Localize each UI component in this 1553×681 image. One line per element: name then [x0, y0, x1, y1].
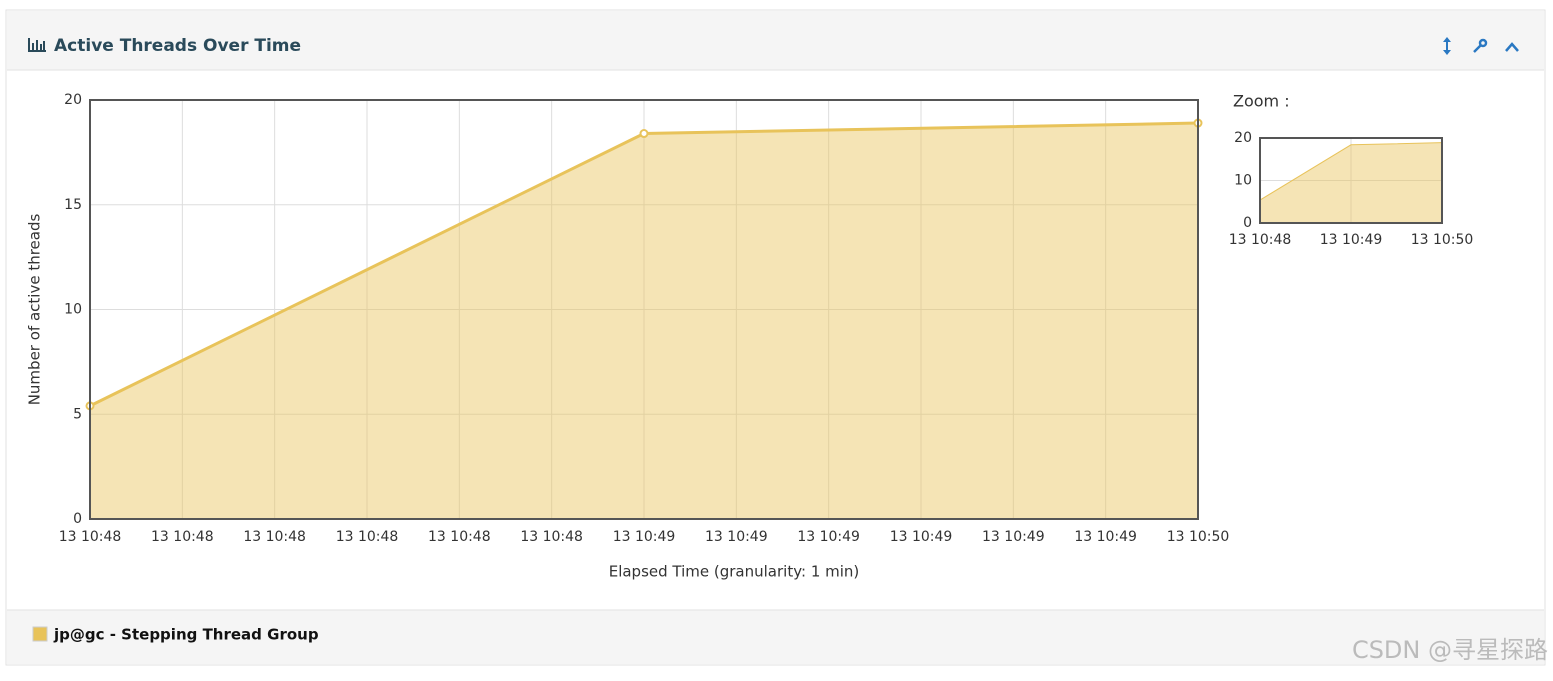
x-tick-label: 13 10:50: [1167, 529, 1230, 545]
x-tick-label: 13 10:48: [59, 529, 122, 545]
x-tick-label: 13 10:49: [613, 529, 676, 545]
x-tick-label: 13 10:50: [1411, 232, 1474, 248]
x-tick-label: 13 10:48: [520, 529, 583, 545]
legend-band: [7, 610, 1544, 664]
zoom-title: Zoom :: [1233, 92, 1290, 111]
resize-button[interactable]: [1443, 37, 1451, 55]
plot-frame: [89, 99, 1199, 520]
panel-title: Active Threads Over Time: [54, 36, 301, 56]
x-tick-label: 13 10:48: [243, 529, 306, 545]
collapse-button[interactable]: [1505, 42, 1519, 52]
x-tick-label: 13 10:48: [1229, 232, 1292, 248]
x-axis-label: Elapsed Time (granularity: 1 min): [609, 563, 860, 581]
chart-icon: [28, 38, 46, 52]
x-tick-label: 13 10:49: [705, 529, 768, 545]
x-tick-label: 13 10:49: [797, 529, 860, 545]
x-tick-label: 13 10:48: [336, 529, 399, 545]
x-tick-label: 13 10:49: [982, 529, 1045, 545]
y-tick-label: 20: [1234, 130, 1252, 146]
watermark: CSDN @寻星探路: [1352, 636, 1548, 664]
panel-header: [7, 11, 1544, 70]
y-tick-label: 5: [73, 406, 82, 422]
legend-swatch: [32, 626, 48, 642]
x-tick-label: 13 10:49: [1320, 232, 1383, 248]
y-tick-label: 10: [1234, 173, 1252, 189]
legend-label: jp@gc - Stepping Thread Group: [53, 626, 319, 644]
x-tick-label: 13 10:48: [151, 529, 214, 545]
y-tick-label: 15: [64, 197, 82, 213]
x-tick-label: 13 10:49: [1074, 529, 1137, 545]
y-tick-label: 20: [64, 92, 82, 108]
settings-button[interactable]: [1473, 38, 1488, 53]
y-tick-label: 10: [64, 302, 82, 318]
y-tick-label: 0: [73, 511, 82, 527]
y-tick-label: 0: [1243, 215, 1252, 231]
x-tick-label: 13 10:49: [890, 529, 953, 545]
area: [90, 123, 1198, 520]
area: [1260, 142, 1442, 223]
line: [1259, 142, 1443, 201]
plot-frame: [1259, 137, 1443, 224]
x-tick-label: 13 10:48: [428, 529, 491, 545]
y-axis-label: Number of active threads: [26, 214, 44, 406]
point: [639, 129, 649, 139]
